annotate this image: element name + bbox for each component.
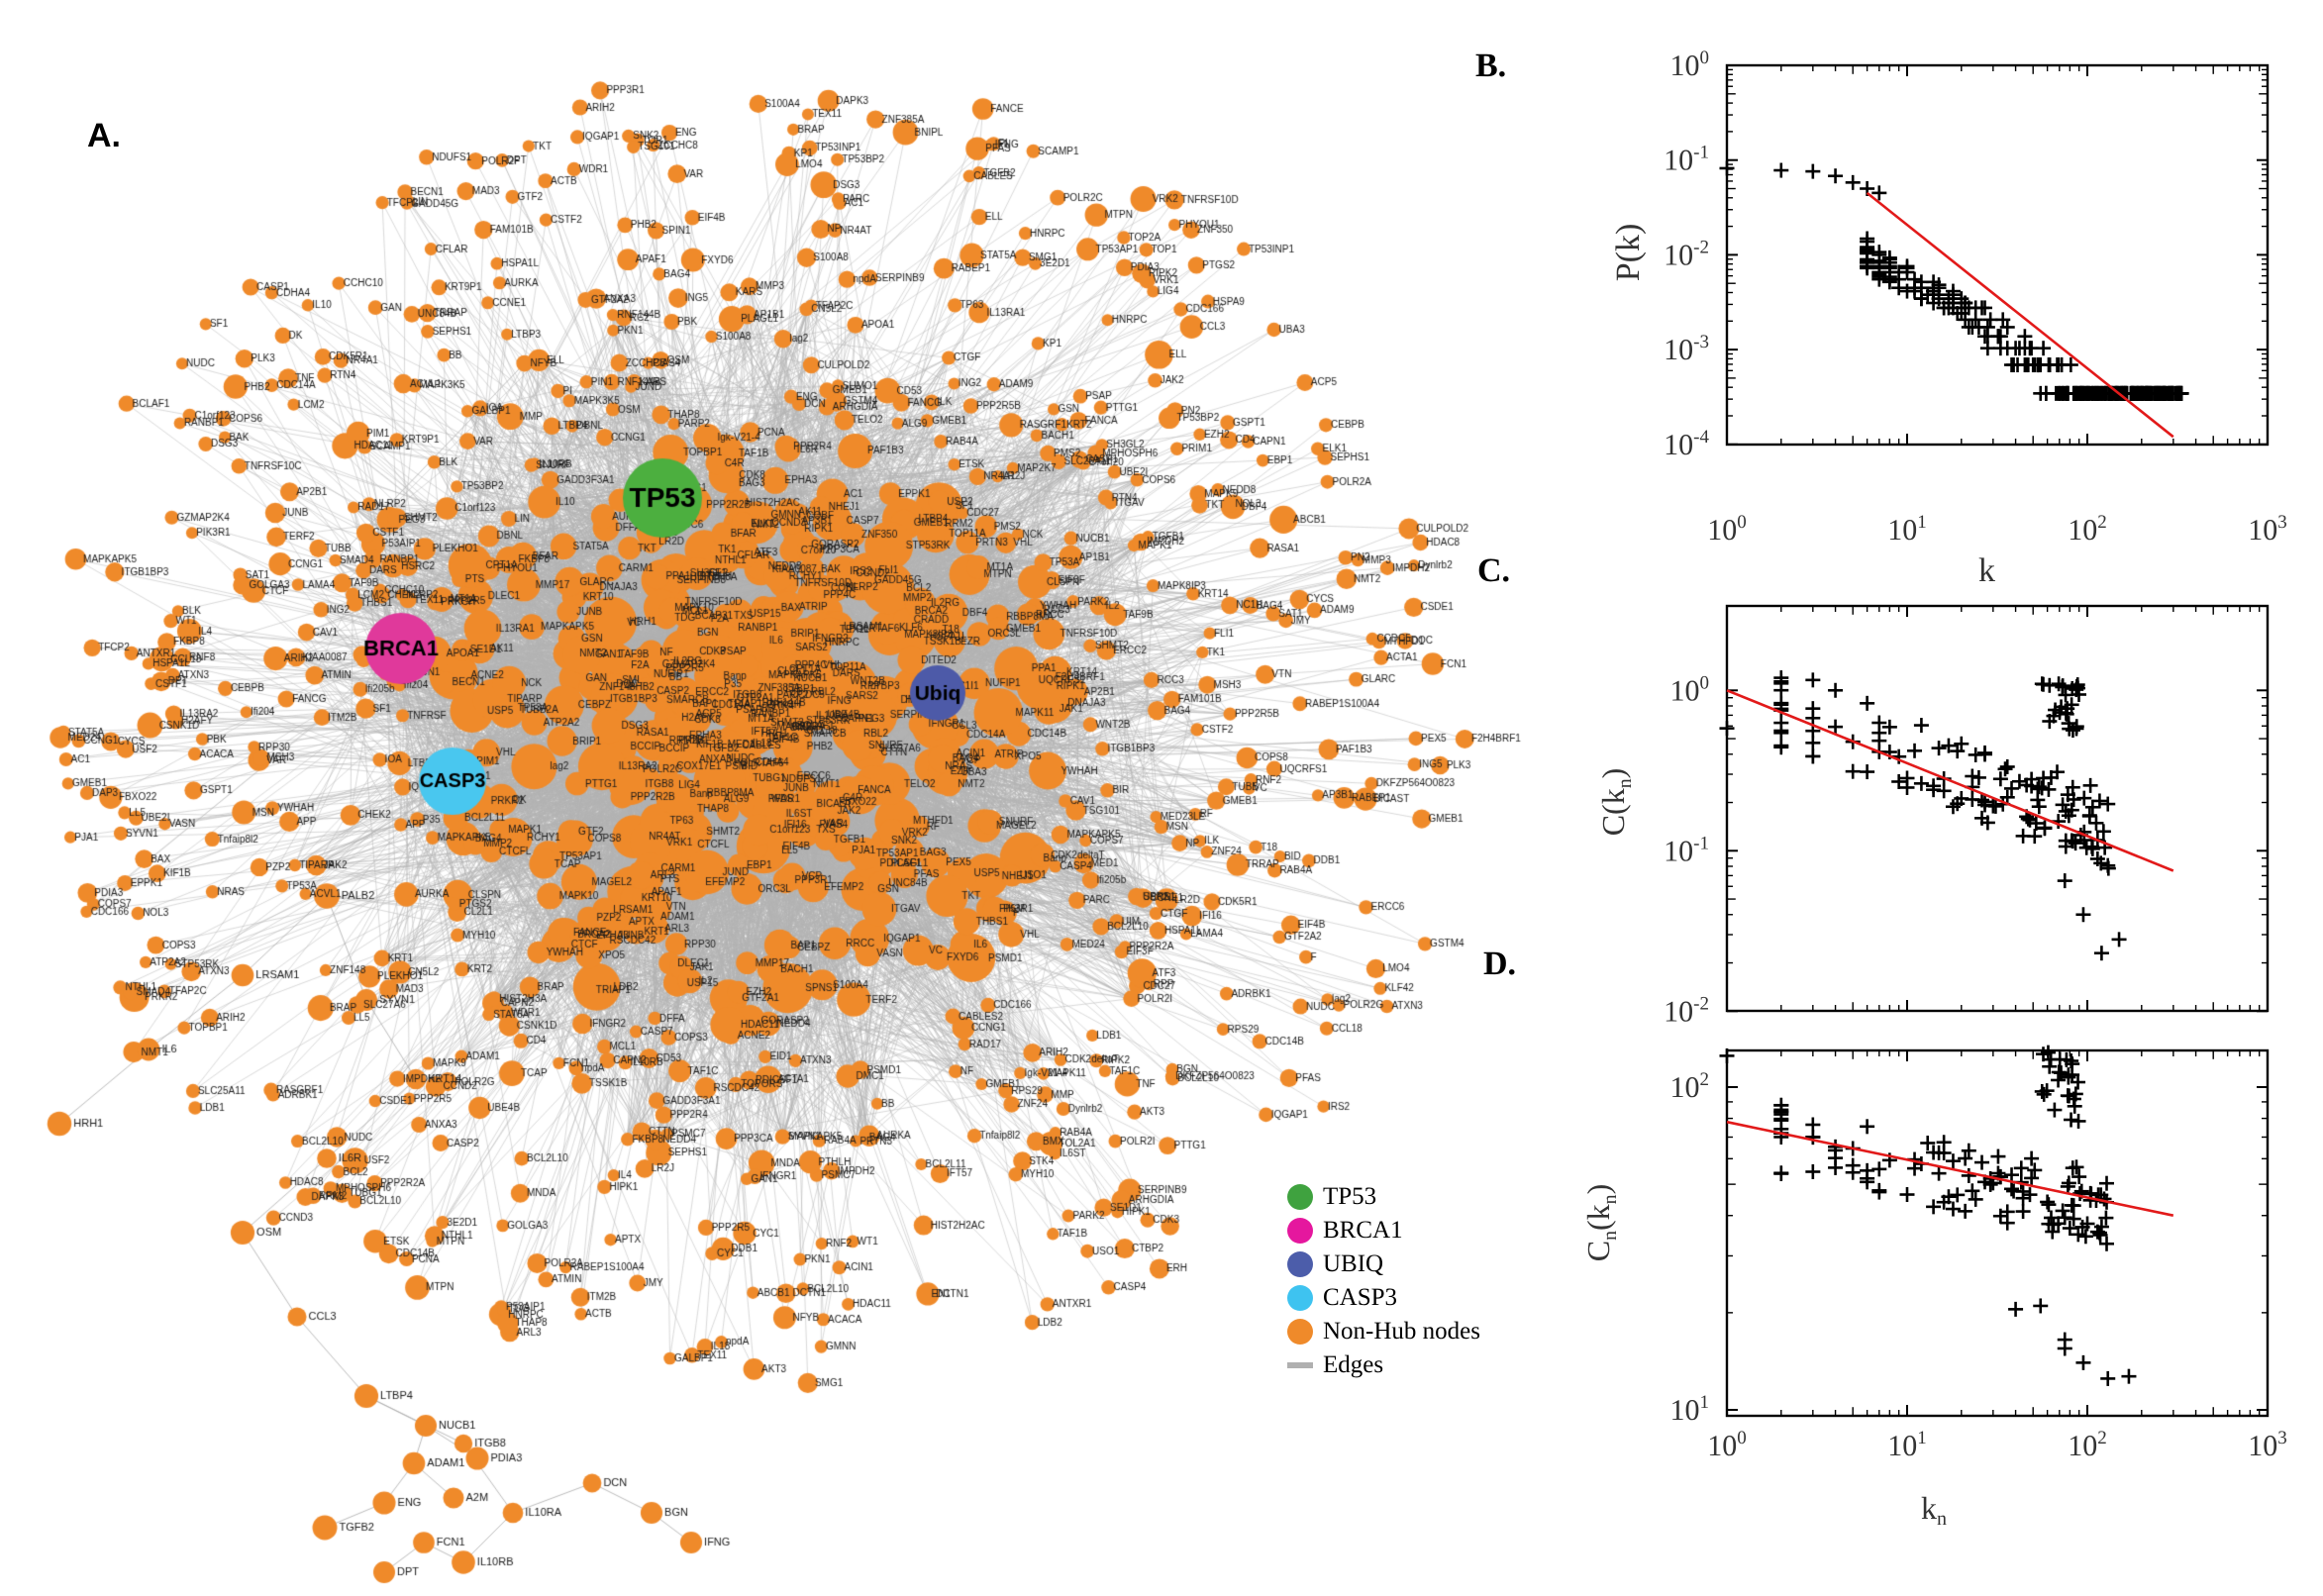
svg-text:100: 100 bbox=[1707, 1428, 1747, 1462]
svg-text:10-2: 10-2 bbox=[1664, 237, 1709, 271]
svg-text:101: 101 bbox=[1887, 1428, 1927, 1462]
svg-text:10-4: 10-4 bbox=[1664, 427, 1709, 461]
svg-text:101: 101 bbox=[1670, 1392, 1710, 1427]
svg-text:10-3: 10-3 bbox=[1664, 332, 1709, 366]
svg-text:P(k): P(k) bbox=[1610, 224, 1647, 282]
svg-text:102: 102 bbox=[2068, 512, 2107, 547]
svg-text:103: 103 bbox=[2248, 512, 2287, 547]
svg-text:100: 100 bbox=[1670, 48, 1710, 82]
svg-text:101: 101 bbox=[1887, 512, 1927, 547]
svg-text:102: 102 bbox=[2068, 1428, 2107, 1462]
svg-text:10-2: 10-2 bbox=[1664, 993, 1709, 1028]
svg-text:10-1: 10-1 bbox=[1664, 143, 1709, 177]
svg-text:103: 103 bbox=[2248, 1428, 2287, 1462]
svg-text:10-1: 10-1 bbox=[1664, 833, 1709, 867]
svg-text:C(kn): C(kn) bbox=[1595, 768, 1636, 837]
svg-text:102: 102 bbox=[1670, 1069, 1710, 1104]
svg-text:100: 100 bbox=[1707, 512, 1747, 547]
svg-text:Cn(kn): Cn(kn) bbox=[1580, 1184, 1621, 1262]
svg-text:100: 100 bbox=[1670, 672, 1710, 707]
